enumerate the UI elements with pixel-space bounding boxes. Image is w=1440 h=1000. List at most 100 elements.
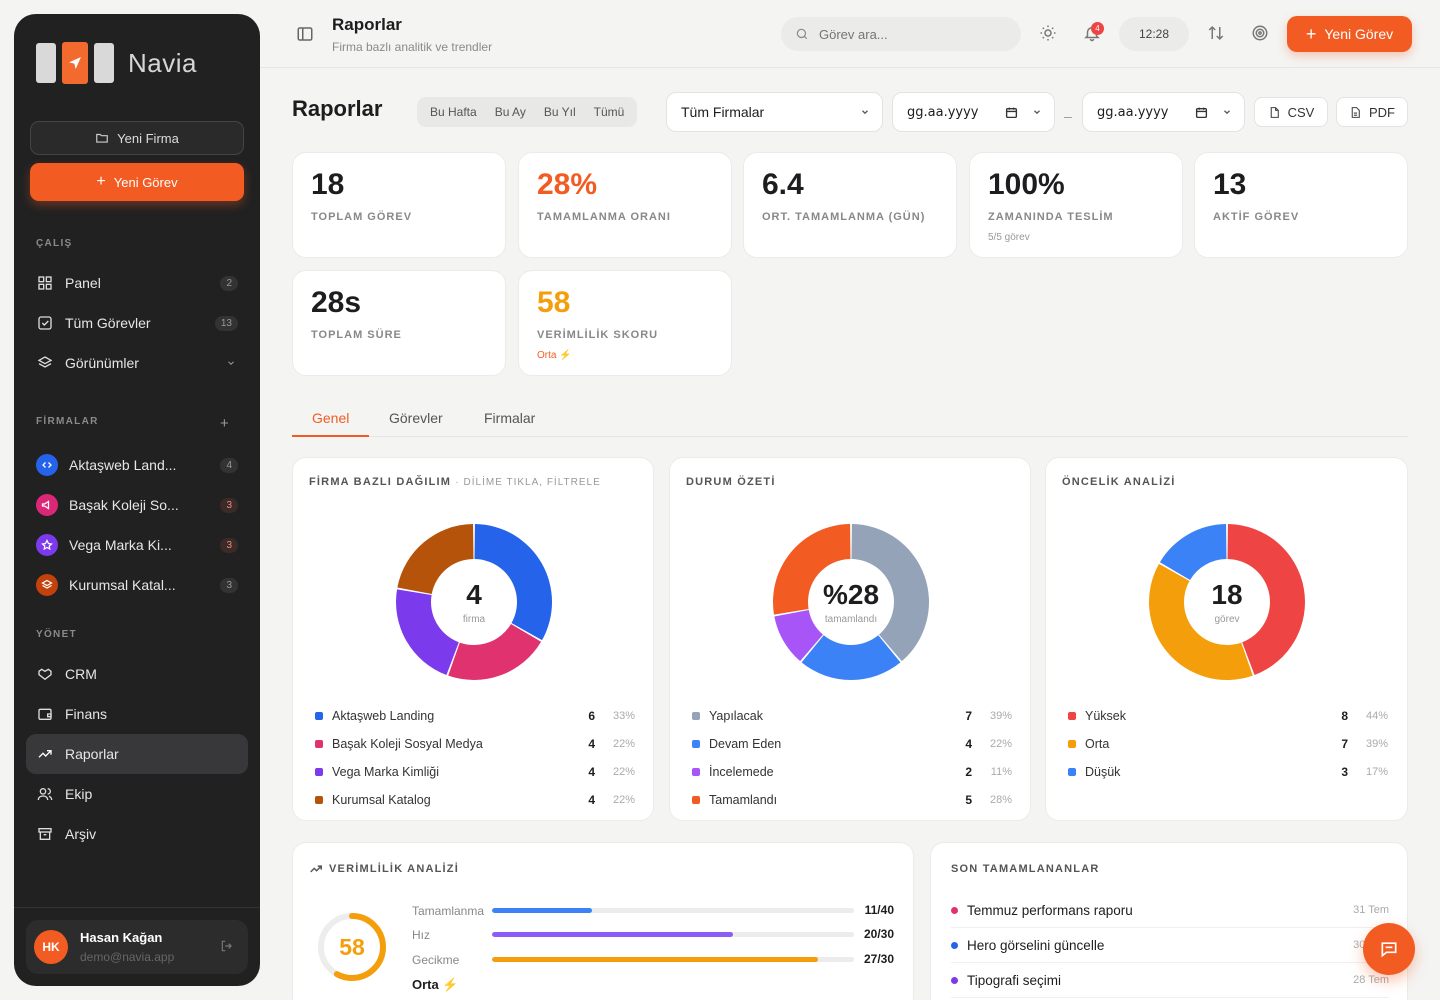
header-new-task-button[interactable]: + Yeni Görev (1287, 16, 1412, 52)
new-firm-button[interactable]: Yeni Firma (30, 121, 244, 155)
legend-item[interactable]: Düşük 3 17% (1068, 758, 1388, 786)
chevron-down-icon[interactable] (226, 358, 236, 368)
stat-avg-completion: 6.4 ORT. TAMAMLANMA (GÜN) (743, 152, 957, 258)
card-title: ÖNCELİK ANALİZİ (1062, 476, 1176, 488)
donut-slice-yap-lacak[interactable] (851, 524, 929, 662)
search-box[interactable] (781, 17, 1021, 51)
legend-percent: 22% (612, 738, 635, 750)
calendar-icon[interactable] (1005, 106, 1018, 119)
legend-item[interactable]: Yüksek 8 44% (1068, 702, 1388, 730)
legend-swatch (692, 740, 700, 748)
donut-slice-devam-eden[interactable] (801, 635, 901, 680)
legend-percent: 22% (612, 794, 635, 806)
tab-firms[interactable]: Firmalar (484, 410, 536, 426)
list-item[interactable]: Temmuz performans raporu 31 Tem (951, 893, 1389, 928)
legend-percent: 39% (989, 710, 1012, 722)
sidebar-item-finance[interactable]: Finans (26, 694, 248, 734)
section-manage-heading: YÖNET (36, 629, 77, 640)
sidebar-item-firm-aktasweb[interactable]: Aktaşweb Land... 4 (26, 445, 248, 485)
search-input[interactable] (819, 26, 999, 42)
firm-select[interactable]: Tüm Firmalar (666, 92, 883, 132)
sun-icon[interactable] (1039, 24, 1057, 42)
legend-item[interactable]: Kurumsal Katalog 4 22% (315, 786, 635, 814)
sidebar-item-label: Vega Marka Ki... (69, 537, 172, 553)
legend-label: İncelemede (709, 765, 774, 779)
logout-icon[interactable] (220, 939, 234, 953)
legend-item[interactable]: Yapılacak 7 39% (692, 702, 1012, 730)
add-firm-icon[interactable]: + (220, 415, 229, 432)
period-this-week[interactable]: Bu Hafta (430, 105, 477, 119)
legend-item[interactable]: İncelemede 2 11% (692, 758, 1012, 786)
logo-tile-right (94, 43, 114, 83)
legend-item[interactable]: Orta 7 39% (1068, 730, 1388, 758)
efficiency-score: 58 (339, 933, 365, 960)
tab-general[interactable]: Genel (312, 410, 350, 426)
chat-button[interactable] (1363, 923, 1415, 975)
brand-logo[interactable]: Navia (36, 42, 197, 84)
period-this-year[interactable]: Bu Yıl (543, 105, 576, 119)
legend-item[interactable]: Vega Marka Kimliği 4 22% (315, 758, 635, 786)
export-pdf-button[interactable]: PDF (1336, 97, 1408, 127)
period-all[interactable]: Tümü (593, 105, 625, 119)
sidebar-item-crm[interactable]: CRM (26, 654, 248, 694)
legend-value: 7 (1341, 737, 1348, 751)
sidebar-item-all-tasks[interactable]: Tüm Görevler 13 (26, 303, 248, 343)
donut-slice-i-ncelemede[interactable] (774, 609, 823, 662)
bar-label-completion: Tamamlanma (412, 904, 485, 918)
sidebar: Navia Yeni Firma + Yeni Görev ÇALIŞ Pane… (14, 14, 260, 986)
stat-label: VERİMLİLİK SKORU (537, 329, 659, 341)
period-this-month[interactable]: Bu Ay (494, 105, 526, 119)
user-card[interactable]: HK Hasan Kağan demo@navia.app (26, 920, 248, 974)
stat-sub: Orta ⚡ (537, 350, 572, 361)
list-item[interactable]: Tipografi seçimi 28 Tem (951, 963, 1389, 998)
firm-donut-chart[interactable] (394, 522, 554, 682)
legend-percent: 11% (990, 766, 1012, 778)
legend-item[interactable]: Başak Koleji Sosyal Medya 4 22% (315, 730, 635, 758)
priority-donut-chart[interactable] (1147, 522, 1307, 682)
sort-icon[interactable] (1207, 24, 1225, 42)
sidebar-toggle-icon[interactable] (296, 25, 314, 43)
donut-slice-vega-marka-kimli-i[interactable] (396, 589, 459, 675)
stat-label: ORT. TAMAMLANMA (GÜN) (762, 211, 926, 223)
date-from-field[interactable]: gg.aa.yyyy (892, 92, 1055, 132)
donut-slice-tamamland[interactable] (773, 524, 851, 615)
stat-completion-rate: 28% TAMAMLANMA ORANI (518, 152, 732, 258)
sidebar-item-reports[interactable]: Raporlar (26, 734, 248, 774)
donut-slice-akta-web-landing[interactable] (474, 524, 552, 641)
donut-slice-y-ksek[interactable] (1227, 524, 1305, 675)
sidebar-item-panel[interactable]: Panel 2 (26, 263, 248, 303)
new-task-button[interactable]: + Yeni Görev (30, 163, 244, 201)
legend-swatch (1068, 740, 1076, 748)
sidebar-item-firm-kurumsal[interactable]: Kurumsal Katal... 3 (26, 565, 248, 605)
donut-slice-d-k[interactable] (1159, 524, 1227, 581)
calendar-icon[interactable] (1195, 106, 1208, 119)
check-square-icon (36, 314, 54, 332)
clock-display: 12:28 (1119, 17, 1189, 51)
legend-value: 4 (588, 737, 595, 751)
donut-slice-ba-ak-koleji-sosyal-medya[interactable] (448, 623, 542, 680)
sidebar-item-team[interactable]: Ekip (26, 774, 248, 814)
status-donut-chart[interactable] (771, 522, 931, 682)
stat-active-tasks: 13 AKTİF GÖREV (1194, 152, 1408, 258)
sidebar-item-firm-basak[interactable]: Başak Koleji So... 3 (26, 485, 248, 525)
sidebar-item-archive[interactable]: Arşiv (26, 814, 248, 854)
legend-item[interactable]: Aktaşweb Landing 6 33% (315, 702, 635, 730)
legend-item[interactable]: Devam Eden 4 22% (692, 730, 1012, 758)
lightning-icon: ⚡ (442, 977, 459, 992)
export-csv-button[interactable]: CSV (1254, 97, 1328, 127)
donut-slice-orta[interactable] (1149, 563, 1253, 680)
folder-icon (96, 133, 109, 143)
sidebar-item-firm-vega[interactable]: Vega Marka Ki... 3 (26, 525, 248, 565)
sidebar-item-views[interactable]: Görünümler (26, 343, 248, 383)
stat-value: 18 (311, 168, 345, 201)
legend-item[interactable]: Tamamlandı 5 28% (692, 786, 1012, 814)
stat-value: 100% (988, 168, 1065, 201)
avatar: HK (34, 930, 68, 964)
target-icon[interactable] (1251, 24, 1269, 42)
date-to-field[interactable]: gg.aa.yyyy (1082, 92, 1245, 132)
donut-slice-kurumsal-katalog[interactable] (397, 524, 474, 595)
list-item[interactable]: Hero görselini güncelle 30 Tem (951, 928, 1389, 963)
list-item-label: Temmuz performans raporu (967, 902, 1133, 918)
export-csv-label: CSV (1287, 104, 1315, 120)
tab-tasks[interactable]: Görevler (389, 410, 443, 426)
